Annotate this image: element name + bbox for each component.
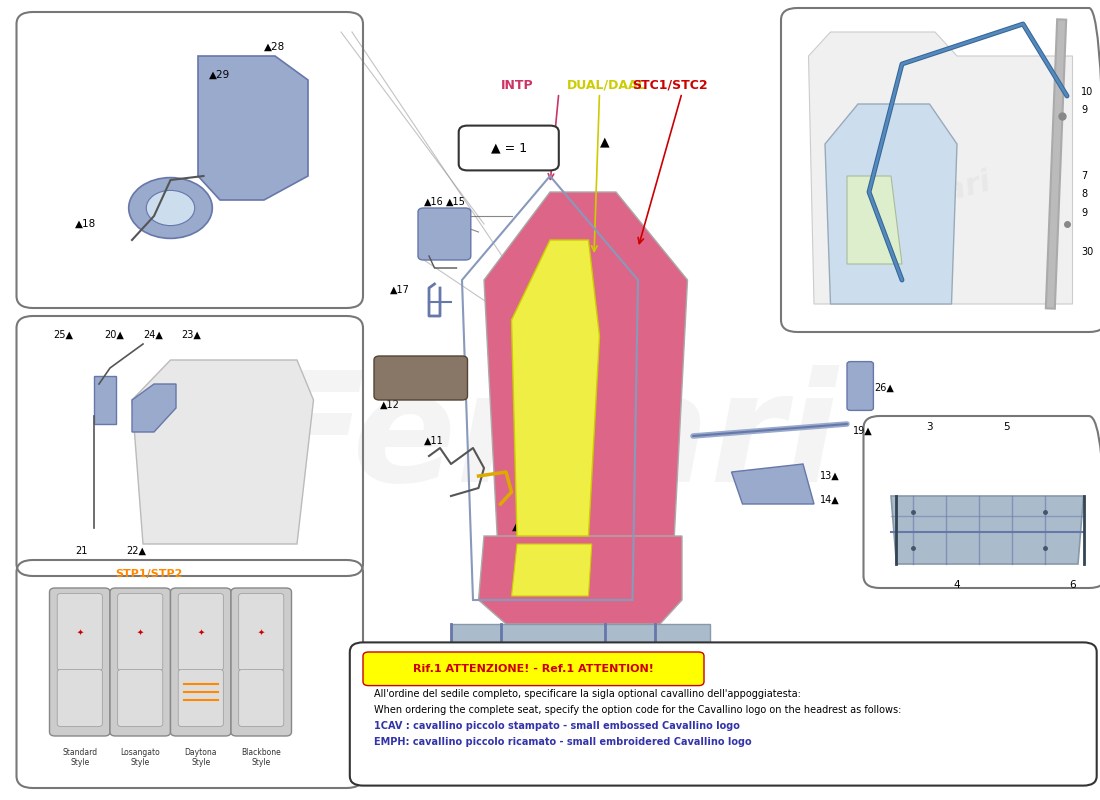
Text: 23▲: 23▲	[182, 330, 201, 340]
FancyBboxPatch shape	[239, 670, 284, 726]
Text: ▲2: ▲2	[512, 522, 526, 532]
Polygon shape	[451, 624, 710, 696]
Text: Rif.1 ATTENZIONE! - Ref.1 ATTENTION!: Rif.1 ATTENZIONE! - Ref.1 ATTENTION!	[414, 664, 653, 674]
Text: 13▲: 13▲	[820, 471, 839, 481]
Text: 25▲: 25▲	[53, 330, 73, 340]
Polygon shape	[478, 536, 682, 624]
Text: Standard
Style: Standard Style	[63, 748, 97, 767]
FancyBboxPatch shape	[231, 588, 292, 736]
Text: ▲15: ▲15	[446, 196, 465, 206]
Circle shape	[129, 178, 212, 238]
Text: 22▲: 22▲	[126, 546, 146, 556]
Text: 14▲: 14▲	[820, 495, 839, 505]
Text: Losangato
Style: Losangato Style	[120, 748, 161, 767]
Text: 4: 4	[954, 580, 960, 590]
FancyBboxPatch shape	[374, 356, 467, 400]
FancyBboxPatch shape	[178, 594, 223, 670]
FancyBboxPatch shape	[110, 588, 170, 736]
FancyBboxPatch shape	[57, 670, 102, 726]
Text: 5: 5	[1003, 422, 1010, 432]
Text: 8: 8	[1081, 190, 1088, 199]
Text: STC1/STC2: STC1/STC2	[632, 79, 708, 92]
Text: 26▲: 26▲	[874, 383, 894, 393]
FancyBboxPatch shape	[118, 670, 163, 726]
Polygon shape	[484, 192, 688, 600]
Text: ▲11: ▲11	[424, 435, 443, 446]
Circle shape	[146, 190, 195, 226]
FancyBboxPatch shape	[178, 670, 223, 726]
Text: When ordering the complete seat, specify the option code for the Cavallino logo : When ordering the complete seat, specify…	[374, 705, 901, 714]
Text: 19▲: 19▲	[852, 426, 872, 435]
FancyBboxPatch shape	[57, 594, 102, 670]
FancyBboxPatch shape	[239, 594, 284, 670]
Text: ✦: ✦	[197, 627, 205, 637]
Text: ✦: ✦	[257, 627, 265, 637]
Text: 7: 7	[1081, 171, 1088, 181]
Polygon shape	[808, 32, 1072, 304]
Text: ▲17: ▲17	[390, 285, 410, 294]
Text: ▲12: ▲12	[379, 400, 399, 410]
Text: 24▲: 24▲	[143, 330, 163, 340]
Text: INTP: INTP	[500, 79, 534, 92]
FancyBboxPatch shape	[170, 588, 231, 736]
Text: ✦: ✦	[76, 627, 84, 637]
Text: STP1/STP2: STP1/STP2	[114, 570, 183, 579]
Text: Daytona
Style: Daytona Style	[185, 748, 217, 767]
Text: Ferrari: Ferrari	[876, 167, 994, 225]
FancyBboxPatch shape	[50, 588, 110, 736]
FancyBboxPatch shape	[459, 126, 559, 170]
Text: 3: 3	[926, 422, 933, 432]
Text: ▲ = 1: ▲ = 1	[491, 142, 527, 154]
Polygon shape	[825, 104, 957, 304]
Text: 9: 9	[1081, 208, 1088, 218]
Text: DUAL/DAAL: DUAL/DAAL	[566, 79, 646, 92]
Text: 20▲: 20▲	[104, 330, 124, 340]
Polygon shape	[132, 360, 314, 544]
Text: 10: 10	[1081, 87, 1093, 97]
Polygon shape	[891, 496, 1084, 564]
Text: EMPH: cavallino piccolo ricamato - small embroidered Cavallino logo: EMPH: cavallino piccolo ricamato - small…	[374, 737, 751, 746]
Text: ▲18: ▲18	[75, 219, 96, 229]
Polygon shape	[512, 240, 600, 536]
Polygon shape	[512, 544, 592, 596]
Text: ▲: ▲	[601, 135, 609, 148]
Text: ▲27: ▲27	[526, 644, 547, 654]
Text: All'ordine del sedile completo, specificare la sigla optional cavallino dell'app: All'ordine del sedile completo, specific…	[374, 689, 801, 698]
Polygon shape	[732, 464, 814, 504]
Polygon shape	[847, 176, 902, 264]
Text: 21: 21	[75, 546, 87, 556]
Text: 9: 9	[1081, 106, 1088, 115]
Text: Blackbone
Style: Blackbone Style	[241, 748, 282, 767]
Polygon shape	[198, 56, 308, 200]
Text: 1CAV : cavallino piccolo stampato - small embossed Cavallino logo: 1CAV : cavallino piccolo stampato - smal…	[374, 721, 740, 730]
Text: 30: 30	[1081, 247, 1093, 257]
Text: 6: 6	[1069, 580, 1076, 590]
Text: ▲16: ▲16	[424, 196, 443, 206]
Polygon shape	[94, 376, 115, 424]
FancyBboxPatch shape	[363, 652, 704, 686]
FancyBboxPatch shape	[118, 594, 163, 670]
Text: Ferrari: Ferrari	[261, 366, 839, 514]
FancyBboxPatch shape	[418, 208, 471, 260]
Text: ▲28: ▲28	[264, 42, 285, 52]
FancyBboxPatch shape	[350, 642, 1097, 786]
FancyBboxPatch shape	[847, 362, 873, 410]
Polygon shape	[132, 384, 176, 432]
Text: ▲29: ▲29	[209, 70, 230, 80]
Text: ✦: ✦	[136, 627, 144, 637]
